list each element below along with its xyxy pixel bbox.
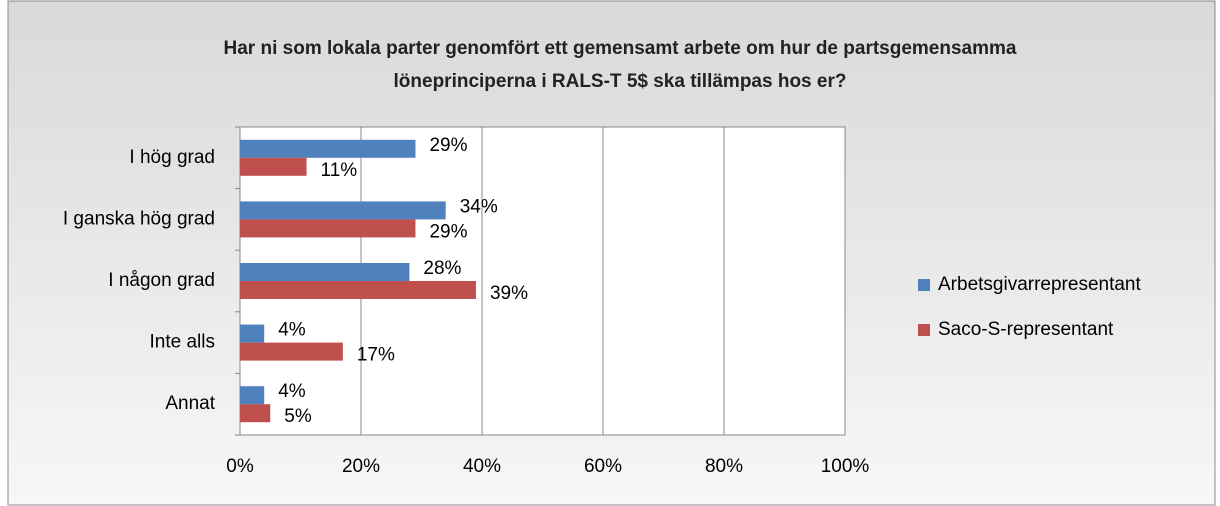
- bar: [240, 219, 416, 238]
- x-tick-label: 40%: [463, 456, 501, 477]
- value-label: 28%: [423, 258, 461, 279]
- bar: [240, 201, 446, 220]
- value-label: 17%: [357, 345, 395, 366]
- legend-label: Saco-S-representant: [938, 319, 1114, 340]
- bar: [240, 157, 307, 176]
- y-tick-label: I hög grad: [129, 147, 215, 168]
- legend-label: Arbetsgivarrepresentant: [938, 274, 1141, 295]
- x-tick-label: 20%: [342, 456, 380, 477]
- value-label: 29%: [429, 221, 467, 242]
- x-tick-label: 100%: [821, 456, 870, 477]
- value-label: 5%: [284, 406, 312, 427]
- y-tick-label: Inte alls: [150, 332, 215, 353]
- value-label: 11%: [321, 160, 358, 181]
- legend-swatch: [918, 324, 930, 336]
- chart-title: Har ni som lokala parter genomfört ett g…: [223, 38, 1017, 92]
- bar: [240, 342, 343, 361]
- value-label: 39%: [490, 283, 528, 304]
- bar: [240, 281, 476, 299]
- legend-swatch: [918, 279, 930, 291]
- y-tick-label: I någon grad: [108, 270, 215, 291]
- x-tick-label: 80%: [705, 456, 743, 477]
- x-tick-label: 0%: [226, 456, 254, 477]
- value-label: 4%: [278, 320, 306, 341]
- value-label: 34%: [460, 196, 498, 217]
- x-tick-label: 60%: [584, 456, 622, 477]
- bar: [240, 386, 265, 405]
- value-label: 29%: [429, 135, 467, 156]
- bar: [240, 324, 265, 343]
- bar: [240, 404, 271, 423]
- y-tick-label: I ganska hög grad: [63, 208, 215, 229]
- value-label: 4%: [278, 381, 306, 402]
- y-tick-label: Annat: [165, 393, 215, 414]
- bar: [240, 139, 416, 158]
- bar: [240, 263, 410, 281]
